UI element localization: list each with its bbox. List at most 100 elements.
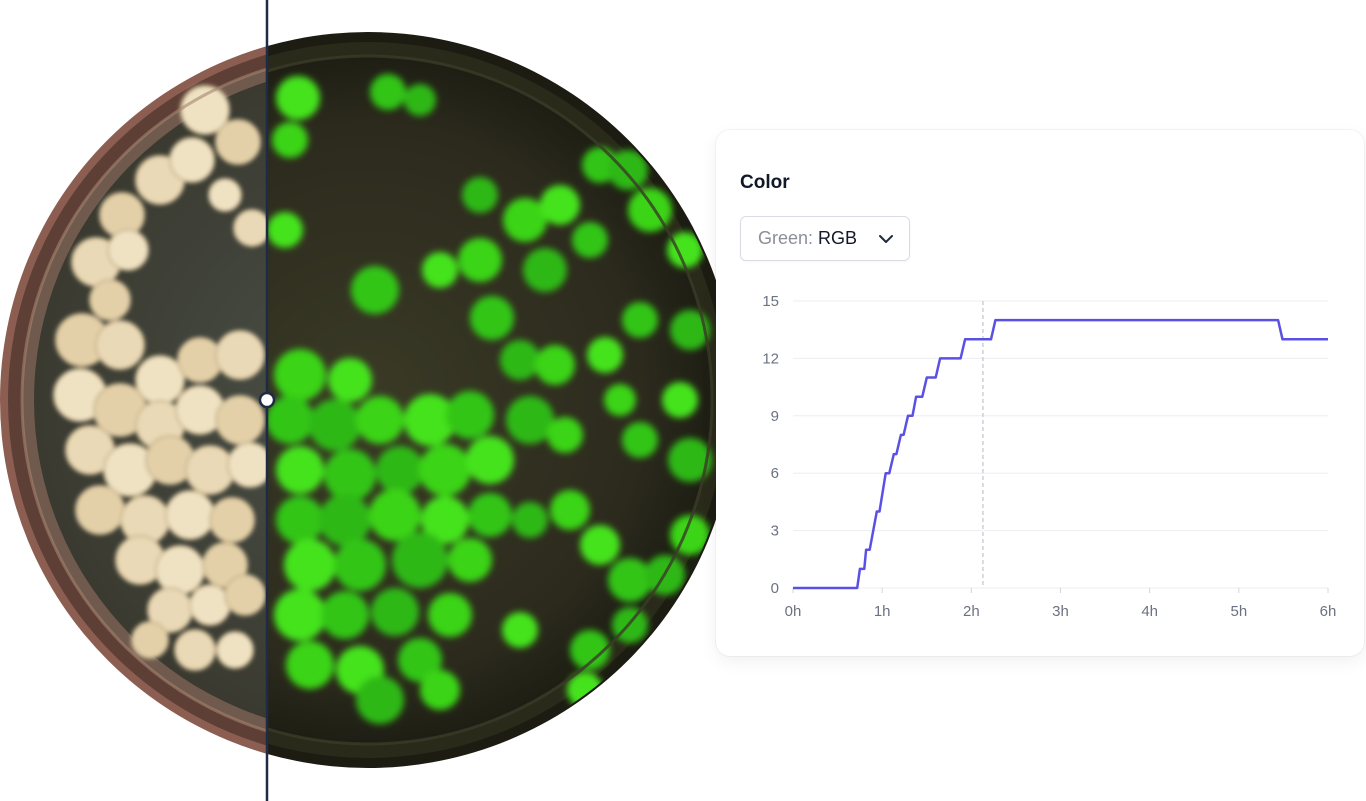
fluorescent-colony — [370, 74, 406, 110]
x-tick-label: 4h — [1141, 603, 1158, 620]
fluorescent-colony — [670, 310, 710, 350]
fluorescent-colony — [512, 502, 548, 538]
fluorescent-colony — [662, 382, 698, 418]
fluorescent-colony — [267, 396, 314, 444]
fluorescent-colony — [276, 76, 320, 120]
bacterial-colony — [224, 574, 266, 616]
bacterial-colony — [89, 279, 131, 321]
fluorescent-colony — [422, 252, 458, 288]
fluorescent-colony — [580, 525, 620, 565]
bacterial-colony — [165, 490, 215, 540]
fluorescent-colony — [309, 399, 361, 451]
fluorescent-colony — [421, 496, 469, 544]
fluorescent-colony — [404, 394, 456, 446]
fluorescent-colony — [276, 446, 324, 494]
y-tick-label: 15 — [762, 293, 779, 310]
bacterial-colony — [189, 584, 231, 626]
fluorescent-colony — [272, 122, 308, 158]
fluorescent-colony — [535, 345, 575, 385]
fluorescent-colony — [468, 493, 512, 537]
fluorescent-colony — [328, 358, 372, 402]
fluorescent-colony — [550, 490, 590, 530]
fluorescent-colony — [506, 396, 554, 444]
fluorescent-colony — [462, 177, 498, 213]
bacterial-colony — [75, 485, 125, 535]
fluorescent-colony — [428, 593, 472, 637]
fluorescent-colony — [523, 248, 567, 292]
fluorescent-colony — [446, 391, 494, 439]
x-tick-label: 1h — [874, 603, 891, 620]
x-tick-label: 0h — [785, 603, 802, 620]
y-tick-label: 9 — [771, 408, 779, 425]
color-channel-select[interactable]: Green: RGB — [740, 216, 910, 261]
bacterial-colony — [209, 497, 255, 543]
fluorescent-colony — [667, 232, 703, 268]
fluorescent-colony — [547, 417, 583, 453]
fluorescence-half — [267, 32, 736, 768]
fluorescent-colony — [458, 238, 502, 282]
fluorescent-colony — [286, 641, 334, 689]
bacterial-colony — [169, 137, 215, 183]
fluorescent-colony — [503, 198, 547, 242]
x-tick-label: 6h — [1320, 603, 1337, 620]
y-tick-label: 3 — [771, 523, 779, 540]
bacterial-colony — [208, 178, 242, 212]
fluorescent-colony — [276, 496, 324, 544]
fluorescent-colony — [470, 296, 514, 340]
bacterial-colony — [177, 337, 223, 383]
fluorescent-colony — [392, 532, 448, 588]
fluorescent-colony — [267, 212, 303, 248]
fluorescent-colony — [604, 384, 636, 416]
color-intensity-chart: 0 3 6 9 12 15 0h 1h 2h 3h 4h 5h 6h — [762, 293, 1337, 620]
fluorescent-colony — [321, 591, 369, 639]
fluorescent-colony — [376, 446, 424, 494]
chevron-down-icon — [879, 235, 893, 243]
fluorescent-colony — [668, 438, 712, 482]
bacterial-colony — [155, 545, 205, 595]
y-tick-label: 12 — [762, 350, 779, 367]
fluorescent-colony — [420, 670, 460, 710]
fluorescent-colony — [371, 588, 419, 636]
fluorescent-colony — [274, 349, 326, 401]
bacterial-colony — [215, 395, 265, 445]
divider-handle[interactable] — [258, 391, 276, 409]
fluorescent-colony — [404, 84, 436, 116]
select-label: Green: — [758, 228, 814, 248]
fluorescent-colony — [398, 638, 442, 682]
fluorescent-colony — [356, 396, 404, 444]
fluorescent-colony — [419, 444, 471, 496]
bacterial-colony — [215, 119, 261, 165]
select-value: RGB — [818, 228, 858, 248]
fluorescent-colony — [466, 436, 514, 484]
fluorescent-colony — [502, 612, 538, 648]
bacterial-colony — [131, 621, 169, 659]
bacterial-colony — [174, 629, 216, 671]
bacterial-colony — [95, 320, 145, 370]
x-tick-label: 2h — [963, 603, 980, 620]
x-tick-label: 3h — [1052, 603, 1069, 620]
fluorescent-colony — [622, 422, 658, 458]
fluorescent-colony — [500, 340, 540, 380]
fluorescent-colony — [540, 185, 580, 225]
bacterial-colony — [215, 330, 265, 380]
bacterial-colony — [107, 229, 149, 271]
bacterial-colony — [233, 209, 267, 247]
fluorescent-colony — [356, 676, 404, 724]
fluorescent-colony — [351, 266, 399, 314]
fluorescent-colony — [570, 630, 610, 670]
x-tick-label: 5h — [1230, 603, 1247, 620]
bacterial-colony — [216, 631, 254, 669]
fluorescent-colony — [319, 494, 371, 546]
fluorescent-colony — [369, 489, 421, 541]
bacterial-colony — [227, 442, 267, 488]
fluorescent-colony — [587, 337, 623, 373]
fluorescent-colony — [324, 449, 376, 501]
brightfield-half — [0, 46, 267, 754]
fluorescent-colony — [608, 558, 652, 602]
bacterial-colony — [185, 445, 235, 495]
fluorescent-colony — [284, 539, 336, 591]
color-analysis-panel: Color Green: RGB 0 3 6 9 12 15 0h 1h 2h 3h 4h 5h 6h — [716, 130, 1364, 656]
green-intensity-line — [793, 318, 1328, 590]
fluorescent-colony — [622, 302, 658, 338]
